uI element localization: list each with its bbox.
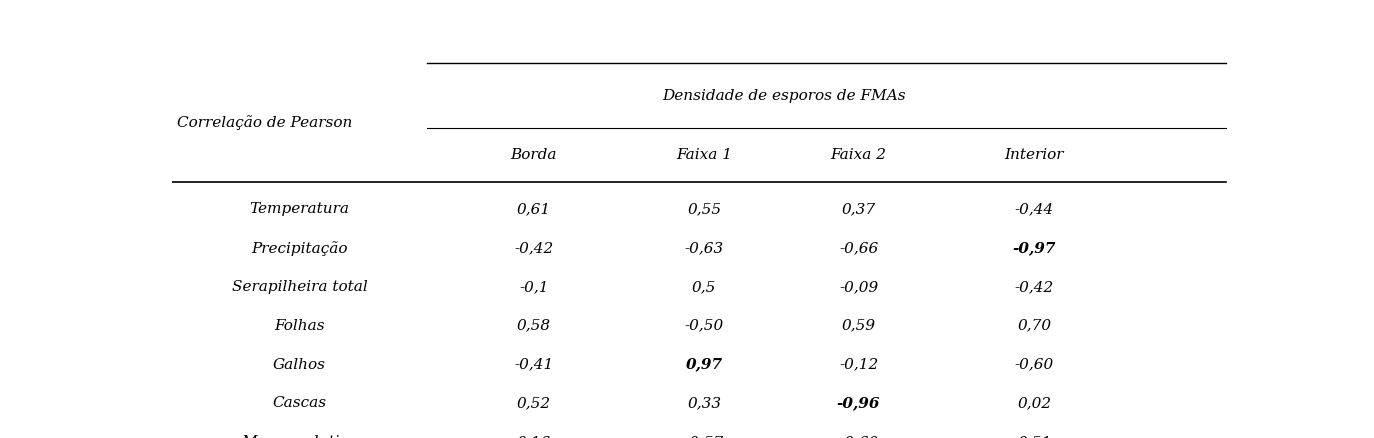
Text: -0,60: -0,60 — [1014, 357, 1054, 371]
Text: -0,63: -0,63 — [684, 241, 724, 255]
Text: 0,37: 0,37 — [841, 202, 875, 216]
Text: 0,16: 0,16 — [517, 435, 551, 438]
Text: -0,1: -0,1 — [519, 280, 548, 294]
Text: 0,02: 0,02 — [1017, 396, 1051, 410]
Text: Galhos: Galhos — [273, 357, 326, 371]
Text: -0,50: -0,50 — [684, 319, 724, 333]
Text: 0,58: 0,58 — [517, 319, 551, 333]
Text: -0,12: -0,12 — [840, 357, 878, 371]
Text: -0,09: -0,09 — [840, 280, 878, 294]
Text: Borda: Borda — [511, 148, 556, 162]
Text: Densidade de esporos de FMAs: Densidade de esporos de FMAs — [662, 88, 905, 102]
Text: 0,52: 0,52 — [517, 396, 551, 410]
Text: -0,60: -0,60 — [840, 435, 878, 438]
Text: 0,61: 0,61 — [517, 202, 551, 216]
Text: 0,55: 0,55 — [687, 202, 721, 216]
Text: Correlação de Pearson: Correlação de Pearson — [177, 115, 353, 130]
Text: -0,97: -0,97 — [1013, 241, 1057, 255]
Text: Serapilheira total: Serapilheira total — [232, 280, 367, 294]
Text: -0,42: -0,42 — [514, 241, 554, 255]
Text: -0,66: -0,66 — [840, 241, 878, 255]
Text: Faixa 2: Faixa 2 — [830, 148, 886, 162]
Text: Precipitação: Precipitação — [251, 241, 348, 256]
Text: 0,70: 0,70 — [1017, 319, 1051, 333]
Text: Faixa 1: Faixa 1 — [676, 148, 732, 162]
Text: 0,97: 0,97 — [686, 357, 723, 371]
Text: 0,5: 0,5 — [692, 280, 716, 294]
Text: 0,33: 0,33 — [687, 396, 721, 410]
Text: Temperatura: Temperatura — [250, 202, 349, 216]
Text: Cascas: Cascas — [272, 396, 327, 410]
Text: Interior: Interior — [1004, 148, 1063, 162]
Text: -0,42: -0,42 — [1014, 280, 1054, 294]
Text: M. reprodutivo: M. reprodutivo — [242, 435, 357, 438]
Text: -0,44: -0,44 — [1014, 202, 1054, 216]
Text: 0,51: 0,51 — [1017, 435, 1051, 438]
Text: -0,41: -0,41 — [514, 357, 554, 371]
Text: -0,96: -0,96 — [837, 396, 881, 410]
Text: Folhas: Folhas — [275, 319, 324, 333]
Text: 0,59: 0,59 — [841, 319, 875, 333]
Text: -0,57: -0,57 — [684, 435, 724, 438]
